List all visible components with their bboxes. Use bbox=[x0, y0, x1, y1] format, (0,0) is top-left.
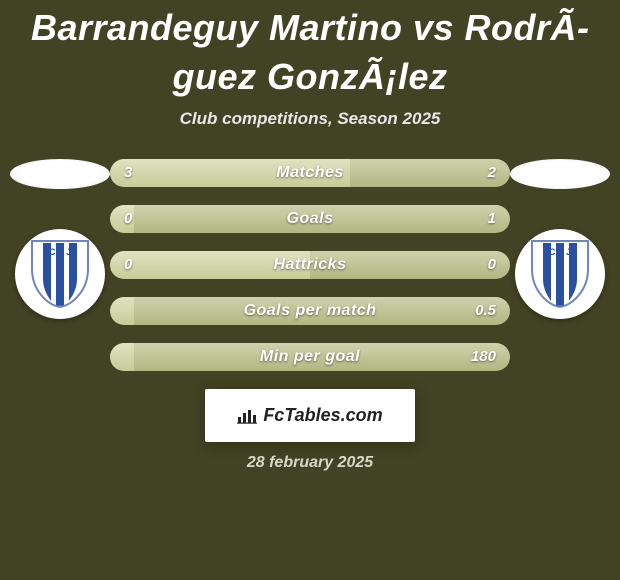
comparison-area: C A J C A J Matches32Goals01Hattricks00G… bbox=[0, 159, 620, 472]
player-left-photo bbox=[10, 159, 110, 189]
player-right-photo bbox=[510, 159, 610, 189]
brand-text: FcTables.com bbox=[263, 405, 382, 426]
footer-date: 28 february 2025 bbox=[0, 454, 620, 472]
shield-icon: C A J bbox=[530, 239, 590, 309]
stat-row: Min per goal180 bbox=[110, 343, 510, 371]
club-badge-left: C A J bbox=[15, 229, 105, 319]
stat-value-right: 0.5 bbox=[475, 297, 496, 325]
stat-label: Goals bbox=[110, 205, 510, 233]
stat-row: Matches3 2 bbox=[110, 159, 510, 187]
stat-value-right: 180 bbox=[471, 343, 496, 371]
stat-value-left: 0 bbox=[124, 251, 132, 279]
stat-value-right: 1 bbox=[488, 205, 496, 233]
stat-row: Goals per match0.5 bbox=[110, 297, 510, 325]
stat-value-left: 3 bbox=[124, 159, 132, 187]
shield-icon: C A J bbox=[30, 239, 90, 309]
stat-row: Goals0 1 bbox=[110, 205, 510, 233]
svg-text:C A J: C A J bbox=[49, 247, 71, 257]
stat-label: Matches bbox=[110, 159, 510, 187]
stat-row: Hattricks0 0 bbox=[110, 251, 510, 279]
stats-bars: Matches32Goals01Hattricks00Goals per mat… bbox=[110, 159, 510, 371]
page-subtitle: Club competitions, Season 2025 bbox=[0, 109, 620, 129]
stat-value-right: 0 bbox=[488, 251, 496, 279]
page-title: Barrandeguy Martino vs RodrÃ­guez GonzÃ¡… bbox=[0, 0, 620, 103]
stat-value-right: 2 bbox=[488, 159, 496, 187]
club-badge-right: C A J bbox=[515, 229, 605, 319]
stat-label: Goals per match bbox=[110, 297, 510, 325]
stat-value-left: 0 bbox=[124, 205, 132, 233]
svg-text:C A J: C A J bbox=[549, 247, 571, 257]
bar-chart-icon bbox=[237, 408, 257, 424]
stat-label: Hattricks bbox=[110, 251, 510, 279]
stat-label: Min per goal bbox=[110, 343, 510, 371]
brand-box: FcTables.com bbox=[205, 389, 415, 442]
